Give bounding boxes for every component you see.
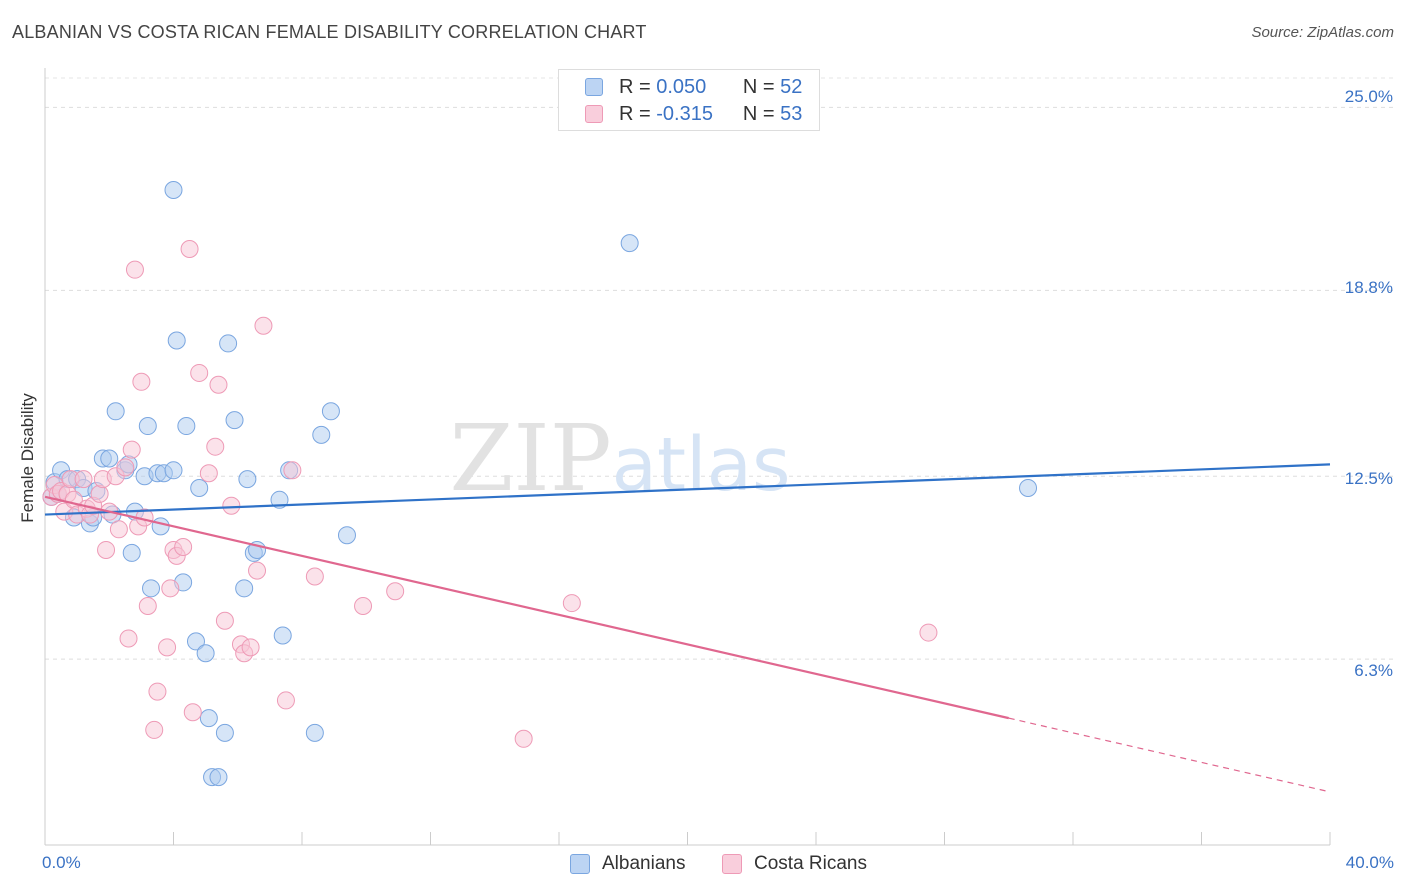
legend-n-value: 53 — [780, 102, 803, 125]
albanian-point — [321, 402, 340, 421]
bottom-legend-swatch-albanians — [570, 854, 590, 874]
costa-rican-trend-extension — [1008, 717, 1331, 793]
costa-rican-point — [190, 363, 209, 382]
costa-rican-point — [148, 682, 167, 701]
albanian-point — [167, 331, 186, 350]
costa-rican-point — [276, 691, 295, 710]
albanian-point — [106, 402, 125, 421]
albanian-point — [270, 490, 289, 509]
albanian-point — [620, 234, 639, 253]
costa-rican-point — [354, 597, 373, 616]
legend-row-albanians: R = 0.050 N = 52 — [585, 75, 802, 99]
albanian-point — [273, 626, 292, 645]
y-tick-label: 12.5% — [1344, 469, 1393, 488]
costa-rican-point — [119, 629, 138, 648]
costa-rican-point — [209, 375, 228, 394]
costa-rican-point — [199, 464, 218, 483]
costa-rican-point — [125, 260, 144, 279]
bottom-legend-swatch-costa-ricans — [722, 854, 742, 874]
albanian-trend-line — [44, 463, 1331, 516]
bottom-legend-label-costa-ricans: Costa Ricans — [754, 853, 867, 874]
costa-rican-point — [241, 638, 260, 657]
albanian-point — [196, 644, 215, 663]
legend-n-label: N = — [742, 102, 775, 125]
albanian-point — [142, 579, 161, 598]
costa-rican-point — [138, 597, 157, 616]
legend-r-value: -0.315 — [656, 102, 713, 125]
albanian-point — [1019, 479, 1038, 498]
albanian-point — [151, 517, 170, 536]
costa-rican-trend-line — [44, 495, 1009, 720]
bottom-legend-albanians: Albanians — [570, 852, 685, 876]
bottom-legend-label-albanians: Albanians — [602, 853, 686, 874]
y-tick-label: 6.3% — [1354, 661, 1393, 680]
albanian-point — [190, 479, 209, 498]
grid-lines — [45, 77, 1395, 660]
watermark-atlas: atlas — [612, 422, 791, 508]
albanian-point — [209, 768, 228, 787]
albanian-point — [177, 417, 196, 436]
costa-rican-point — [109, 520, 128, 539]
costa-rican-point — [116, 458, 135, 477]
trend-lines — [44, 463, 1331, 793]
costa-rican-point — [158, 638, 177, 657]
costa-rican-point — [161, 579, 180, 598]
y-axis-label: Female Disability — [18, 393, 37, 523]
chart-source: Source: ZipAtlas.com — [1251, 24, 1394, 41]
costa-rican-point — [74, 470, 93, 489]
legend-n-label: N = — [742, 75, 775, 98]
albanian-point — [215, 723, 234, 742]
costa-rican-point — [132, 372, 151, 391]
albanian-point — [312, 425, 331, 444]
costa-rican-point — [180, 240, 199, 259]
legend-n-value: 52 — [780, 75, 803, 98]
albanian-point — [186, 632, 205, 651]
legend-r-label: R = — [619, 75, 651, 98]
legend-r-value: 0.050 — [656, 75, 707, 98]
albanian-point — [164, 181, 183, 200]
y-tick-label: 18.8% — [1344, 278, 1393, 297]
costa-rican-point — [145, 720, 164, 739]
albanian-point — [238, 470, 257, 489]
x-tick-label: 40.0% — [1345, 853, 1394, 872]
chart-title: ALBANIAN VS COSTA RICAN FEMALE DISABILIT… — [12, 22, 647, 42]
costa-rican-point — [919, 623, 938, 642]
costa-rican-point — [174, 538, 193, 557]
albanian-point — [100, 449, 119, 468]
costa-rican-point — [183, 703, 202, 722]
costa-rican-point — [305, 567, 324, 586]
costa-rican-point — [206, 437, 225, 456]
legend-swatch-albanians — [585, 78, 603, 96]
albanian-point — [305, 723, 324, 742]
x-tick-label: 0.0% — [42, 853, 81, 872]
albanian-point — [235, 579, 254, 598]
albanian-point — [199, 709, 218, 728]
watermark: ZIPatlas — [450, 405, 791, 512]
costa-rican-point — [248, 561, 267, 580]
costa-rican-point — [283, 461, 302, 480]
costa-rican-point — [562, 594, 581, 613]
albanian-point — [138, 417, 157, 436]
costa-rican-point — [514, 729, 533, 748]
costa-rican-point — [90, 484, 109, 503]
bottom-legend-costa-ricans: Costa Ricans — [722, 852, 867, 876]
costa-rican-point — [222, 496, 241, 515]
legend-r-label: R = — [619, 102, 651, 125]
albanian-point — [164, 461, 183, 480]
costa-rican-point — [386, 582, 405, 601]
y-tick-label: 25.0% — [1344, 87, 1393, 106]
albanian-point — [225, 411, 244, 430]
stats-legend: R = 0.050 N = 52 R = -0.315 N = 53 — [558, 69, 820, 131]
costa-rican-point — [122, 440, 141, 459]
albanian-point — [122, 543, 141, 562]
albanian-point — [337, 526, 356, 545]
costa-rican-point — [215, 611, 234, 630]
legend-row-costa-ricans: R = -0.315 N = 53 — [585, 102, 802, 126]
costa-rican-point — [254, 316, 273, 335]
legend-swatch-costa-ricans — [585, 105, 603, 123]
albanian-point — [219, 334, 238, 353]
axes — [44, 68, 1331, 846]
costa-rican-point — [97, 540, 116, 559]
